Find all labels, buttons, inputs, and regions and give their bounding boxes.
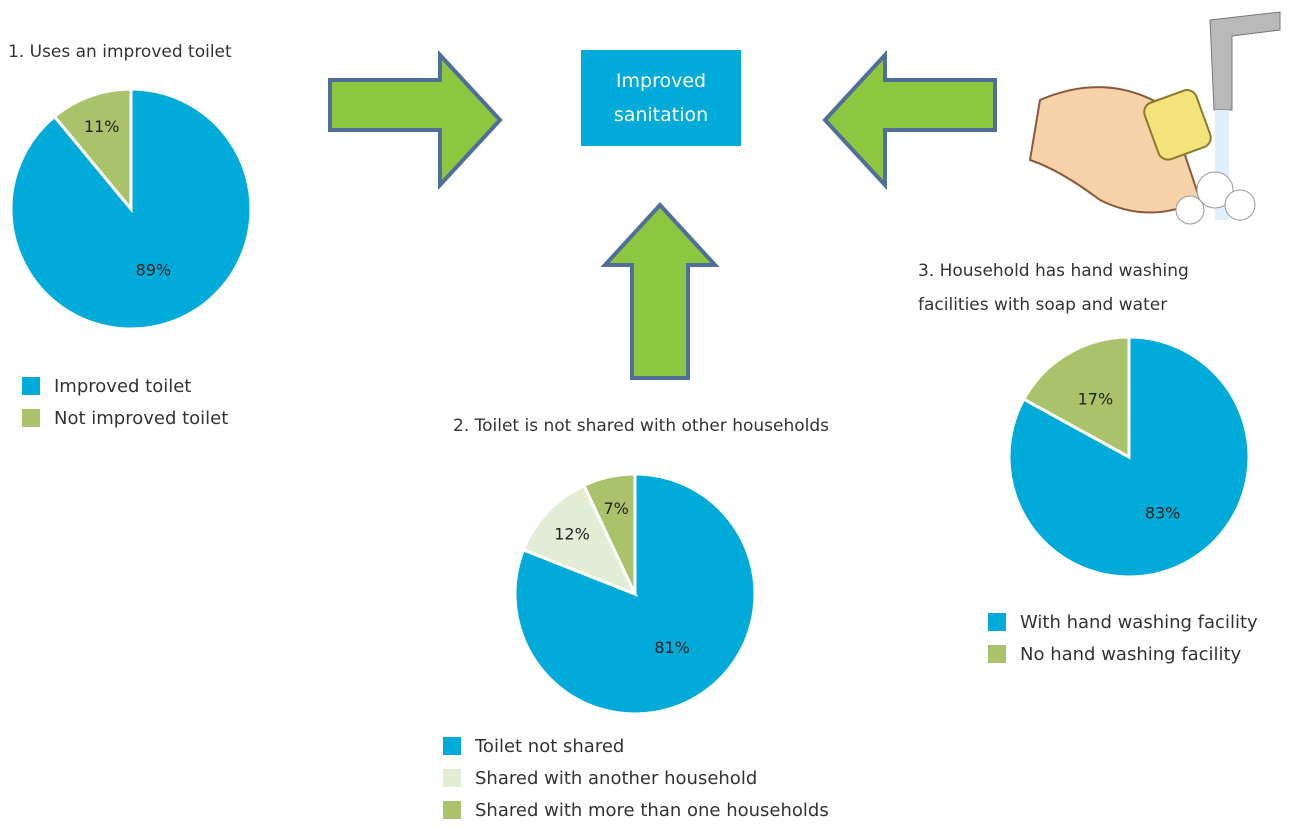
pie-slice <box>1021 335 1131 460</box>
legend-item: Improved toilet <box>22 370 228 402</box>
chart-title: 1. Uses an improved toilet <box>8 42 232 62</box>
data-label: 11% <box>84 117 120 136</box>
legend: Improved toilet Not improved toilet <box>22 370 228 434</box>
legend: Toilet not shared Shared with another hou… <box>443 730 829 826</box>
legend-item: Shared with another household <box>443 762 829 794</box>
hand-washing-image <box>1028 11 1281 225</box>
legend-swatch <box>988 645 1006 663</box>
legend-swatch <box>443 769 461 787</box>
legend-label: No hand washing facility <box>1020 643 1242 665</box>
legend-label: Shared with more than one households <box>475 799 829 821</box>
legend-label: Shared with another household <box>475 767 758 789</box>
arrow-up <box>600 202 720 380</box>
data-label: 12% <box>554 524 590 543</box>
legend-swatch <box>22 377 40 395</box>
data-label: 89% <box>136 261 172 280</box>
data-label: 81% <box>654 638 690 657</box>
legend-swatch <box>988 613 1006 631</box>
legend-swatch <box>443 737 461 755</box>
legend-label: With hand washing facility <box>1020 611 1258 633</box>
chart-title: 3. Household has hand washing facilities… <box>918 261 1189 315</box>
arrow-left <box>822 49 997 191</box>
legend-swatch <box>443 801 461 819</box>
data-label: 83% <box>1145 503 1181 522</box>
pie-slice <box>521 483 638 597</box>
legend-item: Not improved toilet <box>22 402 228 434</box>
data-label: 17% <box>1078 390 1114 409</box>
legend-item: Toilet not shared <box>443 730 829 762</box>
legend-label: Toilet not shared <box>475 735 625 757</box>
legend-item: No hand washing facility <box>988 638 1258 670</box>
data-label: 7% <box>603 499 628 518</box>
legend-swatch <box>22 409 40 427</box>
legend-label: Not improved toilet <box>54 407 229 429</box>
chart-title: 2. Toilet is not shared with other house… <box>453 416 830 436</box>
legend-label: Improved toilet <box>54 375 192 397</box>
pie-slice <box>581 472 637 595</box>
legend-item: Shared with more than one households <box>443 794 829 826</box>
arrow-right <box>328 49 503 191</box>
pies: 89% 11% 81% 12% 7% 83% 17% <box>9 87 1251 716</box>
pie-slice <box>52 87 133 214</box>
center-box: Improved sanitation <box>581 50 741 146</box>
legend: With hand washing facility No hand washin… <box>988 606 1258 670</box>
pie-slice <box>513 472 757 716</box>
legend-item: With hand washing facility <box>988 606 1258 638</box>
